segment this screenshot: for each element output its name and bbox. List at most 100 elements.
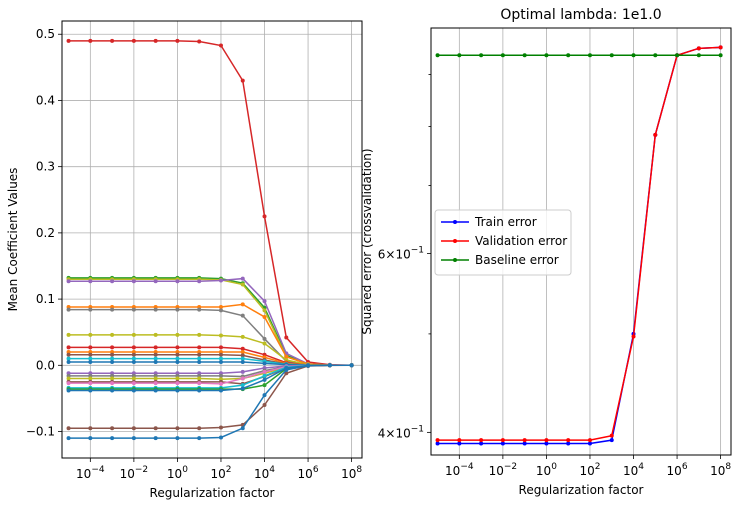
right-data-point xyxy=(566,441,571,446)
left-x-tick-label: 104 xyxy=(254,465,275,481)
right-x-tick-label-exponent: −2 xyxy=(504,462,517,472)
left-data-point xyxy=(110,381,115,386)
left-y-tick-label: 0.4 xyxy=(36,93,55,107)
left-series-line xyxy=(68,308,352,367)
left-x-tick-label: 100 xyxy=(167,465,188,481)
left-data-point xyxy=(262,377,267,382)
left-grid xyxy=(62,21,362,458)
right-data-point xyxy=(544,441,549,446)
left-data-point xyxy=(175,352,180,357)
right-x-tick-label-base: 10 xyxy=(623,464,638,478)
left-data-point xyxy=(218,278,223,283)
left-data-point xyxy=(131,436,136,441)
left-y-tick-label-base: 0.5 xyxy=(36,27,55,41)
left-x-tick-label-exponent: 6 xyxy=(313,465,319,475)
left-data-point xyxy=(240,346,245,351)
left-x-ticks: 10−4 10−2 100 102 104 106 108 xyxy=(76,458,362,481)
left-data-point xyxy=(197,356,202,361)
left-data-point xyxy=(262,369,267,374)
left-y-tick-label: −0.1 xyxy=(26,425,55,439)
legend-box xyxy=(434,209,572,276)
left-data-point xyxy=(175,356,180,361)
right-y-tick-label-exponent: −1 xyxy=(411,424,424,434)
legend-label: Validation error xyxy=(475,234,567,248)
right-x-tick-label-exponent: 2 xyxy=(595,462,601,472)
left-data-point xyxy=(262,299,267,304)
left-data-point xyxy=(66,332,71,337)
right-data-point xyxy=(587,53,592,58)
right-data-point xyxy=(653,132,658,137)
right-data-point xyxy=(609,438,614,443)
right-y-tick-label: 6×10−1 xyxy=(378,245,424,261)
right-x-tick-label-exponent: 6 xyxy=(682,462,688,472)
left-x-tick-label-base: 10 xyxy=(341,467,356,481)
right-x-tick-label-exponent: 4 xyxy=(638,462,644,472)
right-data-point xyxy=(500,441,505,446)
left-data-point xyxy=(262,361,267,366)
left-x-tick-label-base: 10 xyxy=(254,467,269,481)
right-x-tick-label-exponent: 0 xyxy=(551,462,557,472)
left-series-1 xyxy=(66,275,354,368)
left-data-point xyxy=(240,426,245,431)
right-data-point xyxy=(609,53,614,58)
left-data-point xyxy=(175,436,180,441)
crossvalidation-error-chart: 10−4 10−2 100 102 104 106 108 4×10−16×10−1 Opt… xyxy=(360,7,732,497)
left-data-point xyxy=(153,332,158,337)
left-data-point xyxy=(218,356,223,361)
left-data-point xyxy=(240,376,245,381)
left-x-tick-label: 108 xyxy=(341,465,362,481)
legend-marker xyxy=(453,220,457,224)
left-data-point xyxy=(88,38,93,43)
left-data-point xyxy=(197,381,202,386)
left-data-point xyxy=(218,333,223,338)
left-data-point xyxy=(110,352,115,357)
left-data-point xyxy=(153,279,158,284)
left-axes-frame xyxy=(61,20,363,459)
right-data-point xyxy=(457,438,462,443)
left-data-point xyxy=(175,376,180,381)
left-data-point xyxy=(197,352,202,357)
right-data-point xyxy=(675,53,680,58)
left-series-0 xyxy=(66,38,354,368)
left-data-point xyxy=(131,345,136,350)
left-data-point xyxy=(306,363,311,368)
right-data-point xyxy=(718,53,723,58)
left-data-point xyxy=(197,307,202,312)
left-data-point xyxy=(262,336,267,341)
left-data-point xyxy=(66,38,71,43)
left-data-point xyxy=(262,341,267,346)
left-data-point xyxy=(218,43,223,48)
left-series-3 xyxy=(66,276,354,368)
left-x-tick-label-base: 10 xyxy=(120,467,135,481)
left-data-point xyxy=(175,426,180,431)
left-y-tick-label-base: 0.4 xyxy=(36,93,55,107)
left-data-point xyxy=(218,345,223,350)
left-data-point xyxy=(240,302,245,307)
right-data-point xyxy=(457,441,462,446)
left-data-point xyxy=(284,367,289,372)
left-data-point xyxy=(240,386,245,391)
left-data-point xyxy=(153,381,158,386)
left-data-point xyxy=(262,393,267,398)
right-series-line xyxy=(437,46,721,441)
left-data-point xyxy=(66,426,71,431)
right-chart-title: Optimal lambda: 1e1.0 xyxy=(500,7,661,23)
right-x-tick-label: 102 xyxy=(579,462,600,478)
left-data-point xyxy=(197,436,202,441)
left-data-point xyxy=(66,381,71,386)
left-data-point xyxy=(110,345,115,350)
right-x-tick-label-base: 10 xyxy=(579,464,594,478)
left-data-point xyxy=(153,359,158,364)
left-data-point xyxy=(110,356,115,361)
left-data-point xyxy=(175,345,180,350)
coefficient-path-chart: 10−4 10−2 100 102 104 106 108 −0.10.00.10.20.3… xyxy=(6,20,363,500)
legend-marker xyxy=(453,258,457,262)
left-series-line xyxy=(68,40,352,366)
right-x-tick-label-exponent: −4 xyxy=(460,462,474,472)
left-data-point xyxy=(197,345,202,350)
left-data-point xyxy=(175,359,180,364)
right-x-axis-label: Regularization factor xyxy=(519,483,644,497)
left-y-tick-label: 0.2 xyxy=(36,226,55,240)
left-data-point xyxy=(110,279,115,284)
left-data-point xyxy=(153,38,158,43)
